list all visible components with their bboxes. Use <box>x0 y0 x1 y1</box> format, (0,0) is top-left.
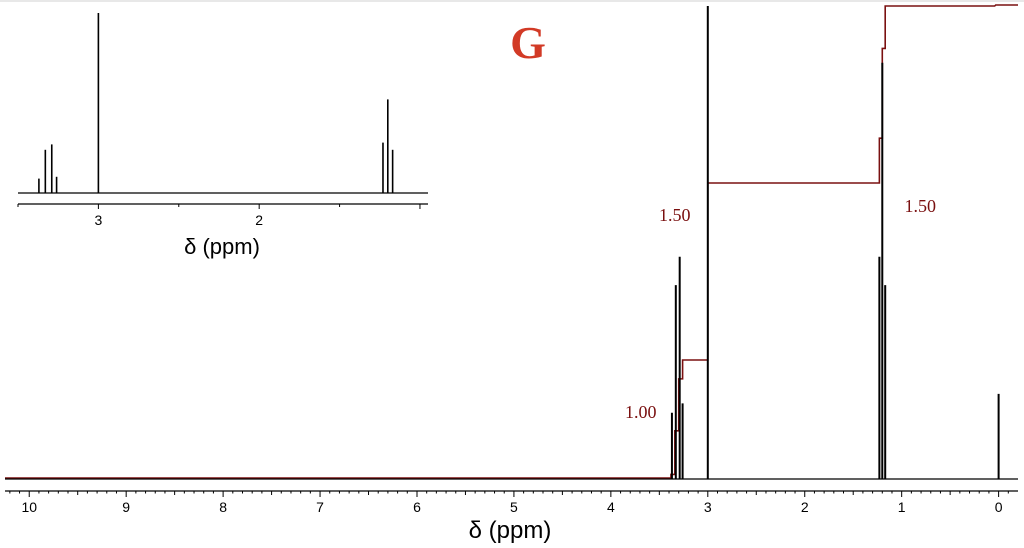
integral-label-1: 1.50 <box>659 205 691 225</box>
main-spectrum-peaks <box>5 6 1018 480</box>
inset-spectrum-peaks <box>18 13 428 194</box>
main-integral-curve <box>5 4 1018 479</box>
main-tick-label: 4 <box>607 499 615 515</box>
inset-x-axis-title: δ (ppm) <box>184 234 260 259</box>
main-x-tick-labels: 10 9 8 7 6 5 4 3 2 1 0 <box>21 499 1002 515</box>
inset-tick-label: 3 <box>94 212 102 228</box>
main-tick-label: 5 <box>510 499 518 515</box>
integral-label-2: 1.50 <box>905 196 937 216</box>
main-tick-label: 2 <box>801 499 809 515</box>
main-tick-label: 1 <box>898 499 906 515</box>
main-tick-label: 6 <box>413 499 421 515</box>
plot-title: G <box>510 17 546 68</box>
integral-labels: 1.00 1.50 1.50 <box>625 196 936 422</box>
integral-trace <box>5 4 1018 479</box>
main-x-axis <box>5 490 1018 497</box>
main-tick-label: 10 <box>21 499 37 515</box>
inset-x-axis <box>17 203 428 209</box>
inset-tick-label: 2 <box>255 212 263 228</box>
main-x-axis-title: δ (ppm) <box>469 517 552 544</box>
main-tick-label: 7 <box>316 499 324 515</box>
main-tick-label: 0 <box>995 499 1003 515</box>
main-tick-label: 3 <box>704 499 712 515</box>
main-tick-label: 8 <box>219 499 227 515</box>
integral-label-0: 1.00 <box>625 402 657 422</box>
main-tick-label: 9 <box>122 499 130 515</box>
